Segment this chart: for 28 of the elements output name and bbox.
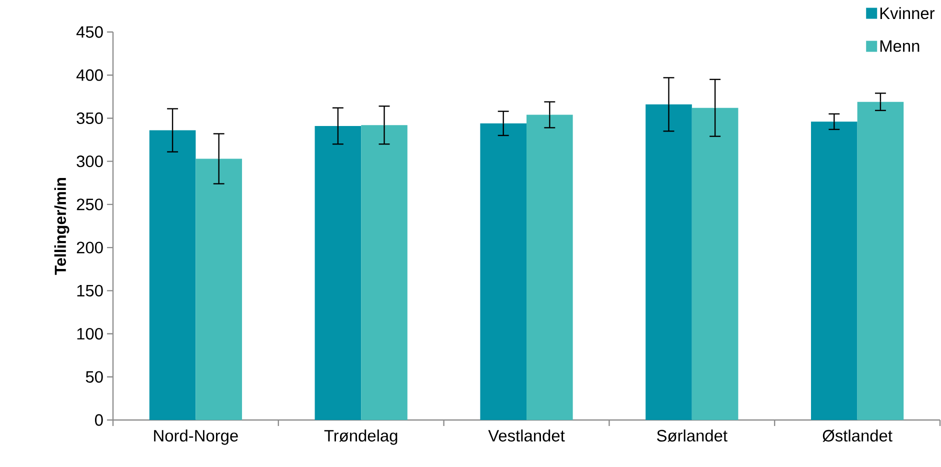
legend-label: Menn: [880, 40, 920, 52]
x-tick-label: Østlandet: [822, 430, 892, 442]
y-tick-label: 350: [76, 112, 103, 124]
x-tick-label: Vestlandet: [488, 430, 565, 442]
y-axis-title: Tellinger/min: [54, 178, 70, 275]
bar: [480, 123, 527, 420]
bar: [361, 125, 408, 420]
bar: [526, 114, 573, 420]
y-tick-label: 200: [76, 242, 103, 254]
bar: [692, 108, 738, 420]
y-tick-label: 150: [77, 284, 103, 296]
y-tick-label: 300: [76, 156, 103, 168]
y-tick-label: 100: [77, 328, 103, 340]
y-tick-label: 450: [76, 26, 103, 38]
legend-label: Kvinner: [880, 7, 935, 20]
bar: [810, 122, 858, 420]
x-tick-label: Sørlandet: [657, 430, 728, 442]
x-tick-label: Nord-Norge: [154, 430, 238, 445]
y-tick-label: 250: [76, 198, 103, 210]
bar: [149, 130, 196, 420]
bar: [196, 158, 242, 420]
y-tick-label: 400: [76, 69, 103, 81]
x-tick-label: Trøndelag: [324, 430, 398, 445]
bar: [314, 126, 362, 420]
bar: [646, 104, 692, 420]
bar: [857, 102, 904, 420]
y-tick-label: 0: [95, 414, 103, 426]
y-tick-label: 50: [86, 371, 103, 383]
